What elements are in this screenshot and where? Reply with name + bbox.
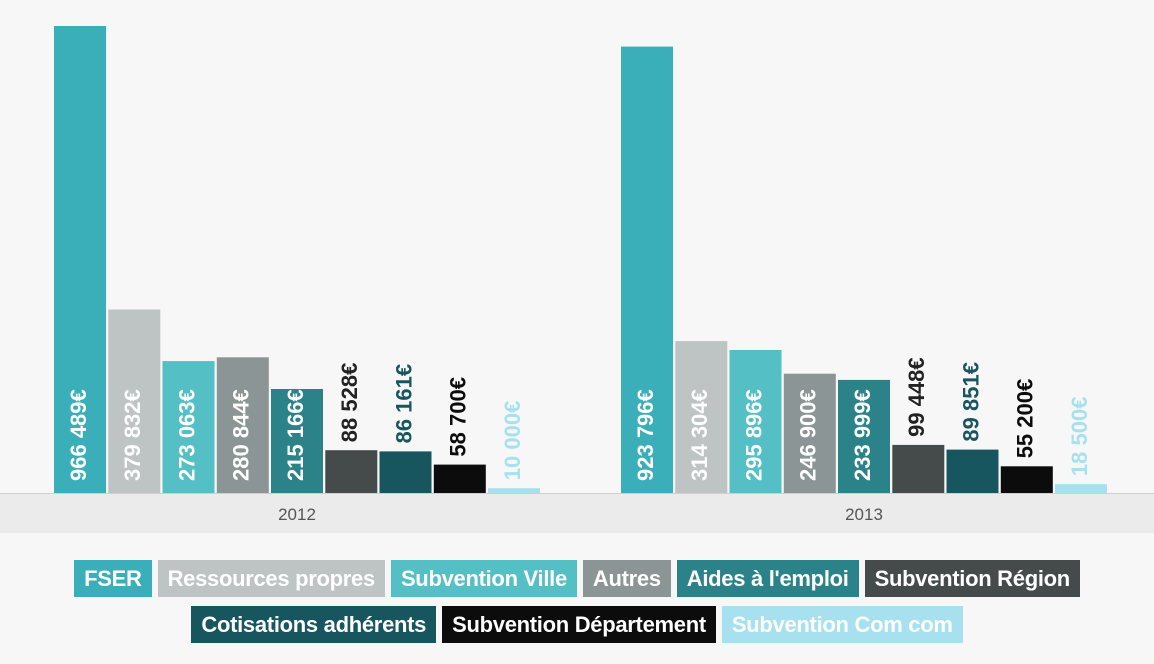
data-label: 18 500€ — [1067, 397, 1092, 477]
bar — [379, 451, 432, 493]
data-label: 86 161€ — [391, 364, 416, 444]
bar — [325, 450, 378, 493]
bar — [488, 488, 540, 493]
data-label: 55 200€ — [1013, 379, 1038, 459]
legend: FSER Ressources propres Subvention Ville Au… — [0, 560, 1154, 643]
legend-item: Autres — [582, 560, 671, 597]
bar — [162, 361, 215, 493]
x-tick-label: 2013 — [845, 505, 883, 524]
data-label: 280 844€ — [229, 389, 254, 481]
data-label: 314 304€ — [687, 389, 712, 481]
data-label: 379 832€ — [120, 389, 145, 481]
bar-chart: 966 489€ 379 832€ 273 063€ 280 844€ 215 166€… — [0, 26, 1154, 533]
legend-item: FSER — [74, 560, 152, 597]
data-label: 923 796€ — [633, 389, 658, 481]
legend-item: Subvention Ville — [390, 560, 577, 597]
data-label: 99 448€ — [904, 357, 929, 437]
legend-item: Subvention Région — [864, 560, 1080, 597]
bar — [54, 26, 106, 493]
legend-row: Cotisations adhérents Subvention Départem… — [191, 606, 963, 643]
bar — [621, 46, 673, 493]
legend-item: Aides à l'emploi — [676, 560, 859, 597]
legend-item: Ressources propres — [157, 560, 385, 597]
legend-item: Subvention Département — [442, 606, 716, 643]
legend-row: FSER Ressources propres Subvention Ville Au… — [74, 560, 1080, 597]
data-label: 273 063€ — [174, 389, 199, 481]
bar — [216, 357, 269, 493]
data-label: 233 999€ — [850, 389, 875, 481]
legend-item: Subvention Com com — [721, 606, 963, 643]
data-label: 215 166€ — [283, 389, 308, 481]
bar — [675, 341, 728, 493]
bar — [729, 350, 782, 493]
bar — [783, 373, 836, 493]
bar — [838, 379, 890, 493]
data-label: 58 700€ — [446, 377, 471, 457]
bar — [892, 444, 945, 493]
bar — [1055, 484, 1107, 493]
data-label: 89 851€ — [958, 362, 983, 442]
bar — [271, 389, 323, 493]
chart-area: 966 489€ 379 832€ 273 063€ 280 844€ 215 166€… — [0, 26, 1154, 533]
legend-item: Cotisations adhérents — [191, 606, 437, 643]
bar — [1000, 466, 1053, 493]
data-label: 246 900€ — [796, 389, 821, 481]
data-label: 88 528€ — [337, 363, 362, 443]
bar — [108, 309, 161, 493]
data-label: 966 489€ — [66, 389, 91, 481]
bar — [433, 464, 486, 493]
x-axis-band — [0, 493, 1154, 533]
x-tick-label: 2012 — [278, 505, 316, 524]
data-label: 10 000€ — [500, 401, 525, 481]
data-label: 295 896€ — [741, 389, 766, 481]
bar — [946, 449, 999, 493]
